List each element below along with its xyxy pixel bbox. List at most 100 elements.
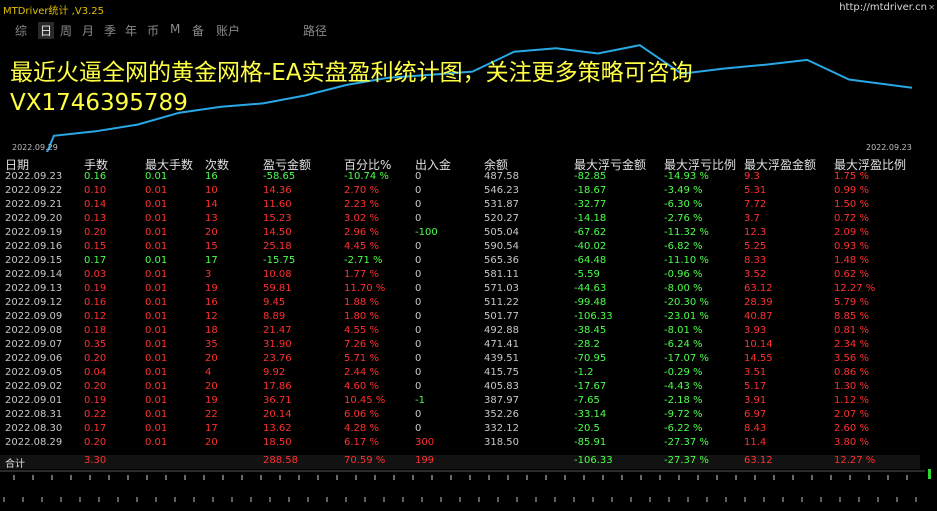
header-date[interactable]: 日期 xyxy=(5,158,30,172)
cell-pl: 23.76 xyxy=(263,353,292,364)
cell-max_dd_pct: -6.22 % xyxy=(664,423,703,434)
tab-5[interactable]: 年 xyxy=(125,24,138,38)
cell-lots: 0.20 xyxy=(84,353,107,364)
cell-balance: 471.41 xyxy=(484,339,519,350)
cell-max_dd_pct: -0.96 % xyxy=(664,269,703,280)
tab-1[interactable]: 日 xyxy=(38,22,55,39)
tab-10[interactable]: 路径 xyxy=(303,24,328,38)
cell-lots: 0.13 xyxy=(84,213,107,224)
cell-max_dd_pct: -9.72 % xyxy=(664,409,703,420)
cell-max_fp_pct: 0.99 % xyxy=(834,185,869,196)
cell-balance: 590.54 xyxy=(484,241,519,252)
cell-count: 18 xyxy=(205,325,218,336)
cell-date: 2022.09.20 xyxy=(5,213,63,224)
cell-max_lots: 0.01 xyxy=(145,241,168,252)
cell-max_fp_pct: 2.60 % xyxy=(834,423,869,434)
cell-date: 2022.09.07 xyxy=(5,339,63,350)
cell-date: 2022.09.13 xyxy=(5,283,63,294)
table-row: 2022.09.12 0.16 0.01 16 9.45 1.88 % 0 511.22 -99… xyxy=(0,297,920,311)
cell-max_dd_pct: -11.10 % xyxy=(664,255,709,266)
cell-pl: -58.65 xyxy=(263,171,296,182)
cell-pct: 4.60 % xyxy=(344,381,379,392)
cell-date: 2022.08.29 xyxy=(5,437,63,448)
cell-pct: 4.45 % xyxy=(344,241,379,252)
cell-max_dd: -1.2 xyxy=(574,367,594,378)
cell-flow: 0 xyxy=(415,241,422,252)
header-balance[interactable]: 余额 xyxy=(484,158,509,172)
cell-count: 17 xyxy=(205,423,218,434)
cell-max_fp_pct: 3.80 % xyxy=(834,437,869,448)
cell-lots: 0.20 xyxy=(84,381,107,392)
header-max_fp_pct[interactable]: 最大浮盈比例 xyxy=(834,158,907,172)
cell-count: 35 xyxy=(205,339,218,350)
header-max_lots[interactable]: 最大手数 xyxy=(145,158,194,172)
cell-max_fp_pct: 0.62 % xyxy=(834,269,869,280)
tab-7[interactable]: M xyxy=(170,22,181,36)
tab-0[interactable]: 综 xyxy=(15,24,28,38)
cell-max_fp: 5.17 xyxy=(744,381,767,392)
cell-max_dd: -5.59 xyxy=(574,269,600,280)
header-pct[interactable]: 百分比% xyxy=(344,158,392,172)
header-lots[interactable]: 手数 xyxy=(84,158,109,172)
cell-max_dd_pct: -6.24 % xyxy=(664,339,703,350)
cell-count: 15 xyxy=(205,241,218,252)
cell-count: 12 xyxy=(205,311,218,322)
cell-max_fp_pct: 3.56 % xyxy=(834,353,869,364)
cell-max_fp: 11.4 xyxy=(744,437,767,448)
cell-count: 20 xyxy=(205,437,218,448)
tab-8[interactable]: 备 xyxy=(192,24,205,38)
cell-balance: 405.83 xyxy=(484,381,519,392)
cell-flow: 0 xyxy=(415,269,422,280)
cell-balance: 352.26 xyxy=(484,409,519,420)
cell-max_fp_pct: 5.79 % xyxy=(834,297,869,308)
cell-max_fp: 40.87 xyxy=(744,311,773,322)
cell-flow: -1 xyxy=(415,395,425,406)
header-max_dd[interactable]: 最大浮亏金额 xyxy=(574,158,647,172)
cell-count: 19 xyxy=(205,283,218,294)
cell-flow: 0 xyxy=(415,185,422,196)
cell-max_lots: 0.01 xyxy=(145,437,168,448)
tab-9[interactable]: 账户 xyxy=(216,24,241,38)
header-pl[interactable]: 盈亏金额 xyxy=(263,158,312,172)
cell-max_lots: 0.01 xyxy=(145,283,168,294)
cell-max_fp_pct: 0.86 % xyxy=(834,367,869,378)
cell-pl: 11.60 xyxy=(263,199,292,210)
header-max_dd_pct[interactable]: 最大浮亏比例 xyxy=(664,158,737,172)
tab-2[interactable]: 周 xyxy=(60,24,73,38)
cell-balance: 565.36 xyxy=(484,255,519,266)
promo-line-2: VX1746395789 xyxy=(10,90,188,116)
cell-max_fp_pct: 2.07 % xyxy=(834,409,869,420)
header-count[interactable]: 次数 xyxy=(205,158,230,172)
tab-3[interactable]: 月 xyxy=(82,24,95,38)
cell-date: 2022.09.23 xyxy=(5,171,63,182)
cell-max_fp_pct: 2.34 % xyxy=(834,339,869,350)
header-flow[interactable]: 出入金 xyxy=(415,158,452,172)
cell-balance: 571.03 xyxy=(484,283,519,294)
cell-flow: 0 xyxy=(415,283,422,294)
cell-count: 20 xyxy=(205,381,218,392)
cell-count: 3 xyxy=(205,269,212,280)
cell-max_lots: 0.01 xyxy=(145,213,168,224)
tab-6[interactable]: 币 xyxy=(147,24,160,38)
cell-flow: 0 xyxy=(415,339,422,350)
strip-marker xyxy=(928,469,931,479)
cell-count: 4 xyxy=(205,367,212,378)
cell-max_fp: 6.97 xyxy=(744,409,767,420)
total-lots: 3.30 xyxy=(84,455,107,466)
close-icon[interactable]: ✕ xyxy=(928,3,935,12)
table-row: 2022.09.19 0.20 0.01 20 14.50 2.96 % -100 505.0… xyxy=(0,227,920,241)
cell-balance: 531.87 xyxy=(484,199,519,210)
cell-max_fp: 10.14 xyxy=(744,339,773,350)
header-max_fp[interactable]: 最大浮盈金额 xyxy=(744,158,817,172)
cell-date: 2022.09.22 xyxy=(5,185,63,196)
equity-curve-chart xyxy=(46,44,913,152)
cell-pct: 2.44 % xyxy=(344,367,379,378)
cell-lots: 0.14 xyxy=(84,199,107,210)
cell-max_fp: 3.52 xyxy=(744,269,767,280)
cell-max_dd: -18.67 xyxy=(574,185,607,196)
site-url-link[interactable]: http://mtdriver.cn xyxy=(839,2,927,13)
cell-lots: 0.12 xyxy=(84,311,107,322)
cell-max_fp: 14.55 xyxy=(744,353,773,364)
cell-max_fp: 8.43 xyxy=(744,423,767,434)
tab-4[interactable]: 季 xyxy=(104,24,117,38)
